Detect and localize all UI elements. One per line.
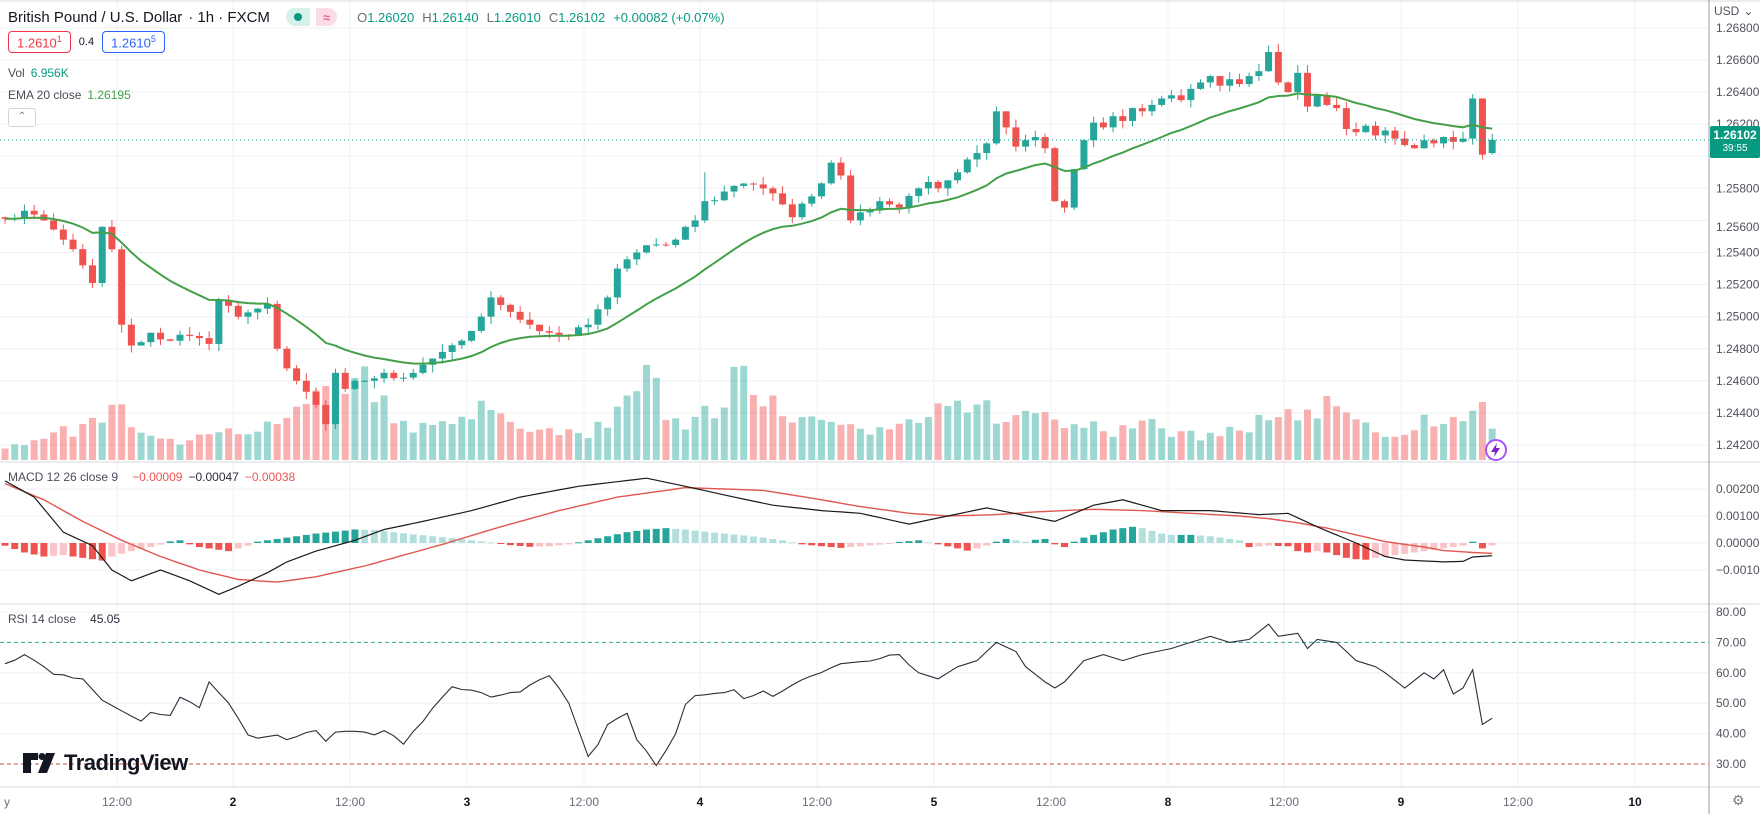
- svg-text:−0.00100: −0.00100: [1716, 563, 1760, 577]
- svg-text:1.24400: 1.24400: [1716, 406, 1760, 420]
- svg-text:3: 3: [464, 795, 471, 809]
- ohlc-open: 1.26020: [367, 9, 415, 25]
- ema-label: EMA 20 close: [8, 88, 82, 102]
- symbol-meta[interactable]: · 1h · FXCM: [188, 8, 270, 26]
- svg-text:30.00: 30.00: [1716, 757, 1746, 771]
- symbol-title[interactable]: British Pound / U.S. Dollar: [8, 8, 183, 26]
- current-price-value: 1.26102: [1713, 128, 1757, 142]
- spread-value: 0.4: [78, 36, 95, 49]
- svg-text:60.00: 60.00: [1716, 666, 1746, 680]
- svg-text:4: 4: [697, 795, 704, 809]
- volume-layer: [1, 364, 1496, 460]
- macd-signal-line: [4, 482, 1493, 583]
- candles-layer: [1, 43, 1496, 431]
- trade-buttons-row: 1.26101 0.4 1.26105: [8, 31, 165, 54]
- ema-legend-row[interactable]: EMA 20 close 1.26195: [8, 88, 131, 102]
- macd-line: [4, 477, 1493, 595]
- svg-text:40.00: 40.00: [1716, 727, 1746, 741]
- svg-text:1.26400: 1.26400: [1716, 85, 1760, 99]
- svg-text:1.25200: 1.25200: [1716, 278, 1760, 292]
- approx-data-icon[interactable]: ≈: [315, 8, 338, 26]
- volume-value: 6.956K: [30, 66, 69, 80]
- svg-text:y: y: [4, 795, 10, 809]
- svg-text:12:00: 12:00: [802, 795, 832, 809]
- rsi-value: 45.05: [90, 612, 121, 626]
- svg-text:1.25600: 1.25600: [1716, 220, 1760, 234]
- macd-legend-row[interactable]: MACD 12 26 close 9 −0.00009 −0.00047 −0.…: [8, 470, 295, 484]
- ohlc-low: 1.26010: [493, 9, 541, 25]
- grid: [0, 2, 1709, 787]
- bar-countdown: 39:55: [1722, 143, 1748, 154]
- time-axis[interactable]: y 12:00 2 12:00 3 12:00 4 12:00 5 12:00 8 12:00 9 12:…: [4, 795, 1642, 809]
- svg-text:9: 9: [1398, 795, 1405, 809]
- volume-label: Vol: [8, 66, 25, 80]
- buy-button[interactable]: 1.26105: [102, 31, 165, 54]
- ema-value: 1.26195: [87, 88, 131, 102]
- ohlc-key: H: [422, 9, 432, 25]
- macd-line-value: −0.00047: [188, 470, 239, 484]
- market-status-pill[interactable]: [285, 8, 310, 26]
- svg-text:0.00200: 0.00200: [1716, 482, 1760, 496]
- current-price-tag: 1.26102 39:55: [1710, 126, 1760, 158]
- svg-text:1.25800: 1.25800: [1716, 181, 1760, 195]
- symbol-legend-row: British Pound / U.S. Dollar · 1h · FXCM …: [8, 8, 725, 26]
- price-change: +0.00082 (+0.07%): [613, 9, 725, 25]
- svg-text:1.25000: 1.25000: [1716, 310, 1760, 324]
- svg-text:12:00: 12:00: [1036, 795, 1066, 809]
- svg-text:50.00: 50.00: [1716, 696, 1746, 710]
- svg-text:12:00: 12:00: [335, 795, 365, 809]
- svg-text:1.24200: 1.24200: [1716, 438, 1760, 452]
- collapse-indicators-button[interactable]: ⌃: [8, 108, 36, 127]
- ohlc-key: O: [357, 9, 368, 25]
- svg-text:0.00100: 0.00100: [1716, 509, 1760, 523]
- svg-text:0.00000: 0.00000: [1716, 536, 1760, 550]
- tradingview-logo-icon: [23, 753, 55, 773]
- ohlc-readout: O1.26020 H1.26140 L1.26010 C1.26102 +0.0…: [357, 10, 724, 25]
- svg-text:1.26600: 1.26600: [1716, 53, 1760, 67]
- svg-text:70.00: 70.00: [1716, 635, 1746, 649]
- svg-text:1.25400: 1.25400: [1716, 246, 1760, 260]
- ohlc-key: C: [548, 9, 559, 25]
- volume-legend-row[interactable]: Vol 6.956K: [8, 66, 69, 80]
- currency-selector[interactable]: USD ⌄: [1714, 4, 1754, 18]
- macd-histogram: [1, 526, 1496, 561]
- svg-text:1.26800: 1.26800: [1716, 21, 1760, 35]
- price-axis[interactable]: 1.268001.266001.264001.262001.258001.256…: [1716, 21, 1760, 771]
- chevron-down-icon: ⌄: [1743, 4, 1754, 18]
- instant-order-icon[interactable]: [1484, 438, 1508, 462]
- ema-line: [4, 92, 1493, 365]
- svg-text:2: 2: [230, 795, 237, 809]
- gear-icon[interactable]: ⚙: [1732, 792, 1745, 808]
- macd-hist-value: −0.00009: [132, 470, 183, 484]
- tradingview-logo[interactable]: TradingView: [22, 750, 188, 776]
- svg-text:8: 8: [1165, 795, 1172, 809]
- rsi-legend-row[interactable]: RSI 14 close 45.05: [8, 612, 120, 626]
- svg-text:5: 5: [931, 795, 938, 809]
- sell-button[interactable]: 1.26101: [8, 31, 71, 54]
- svg-text:1.24800: 1.24800: [1716, 342, 1760, 356]
- svg-text:12:00: 12:00: [569, 795, 599, 809]
- ohlc-high: 1.26140: [431, 9, 479, 25]
- svg-text:12:00: 12:00: [102, 795, 132, 809]
- macd-title: MACD 12 26 close 9: [8, 470, 119, 484]
- ohlc-key: L: [486, 9, 494, 25]
- svg-text:12:00: 12:00: [1269, 795, 1299, 809]
- tradingview-logo-text: TradingView: [64, 750, 188, 775]
- svg-text:1.24600: 1.24600: [1716, 374, 1760, 388]
- svg-text:80.00: 80.00: [1716, 605, 1746, 619]
- rsi-line: [4, 623, 1493, 767]
- ohlc-close: 1.26102: [558, 9, 606, 25]
- macd-signal-value: −0.00038: [244, 470, 296, 484]
- svg-text:10: 10: [1628, 795, 1642, 809]
- rsi-title: RSI 14 close: [8, 612, 77, 626]
- market-open-dot-icon: [293, 13, 302, 21]
- svg-text:12:00: 12:00: [1503, 795, 1533, 809]
